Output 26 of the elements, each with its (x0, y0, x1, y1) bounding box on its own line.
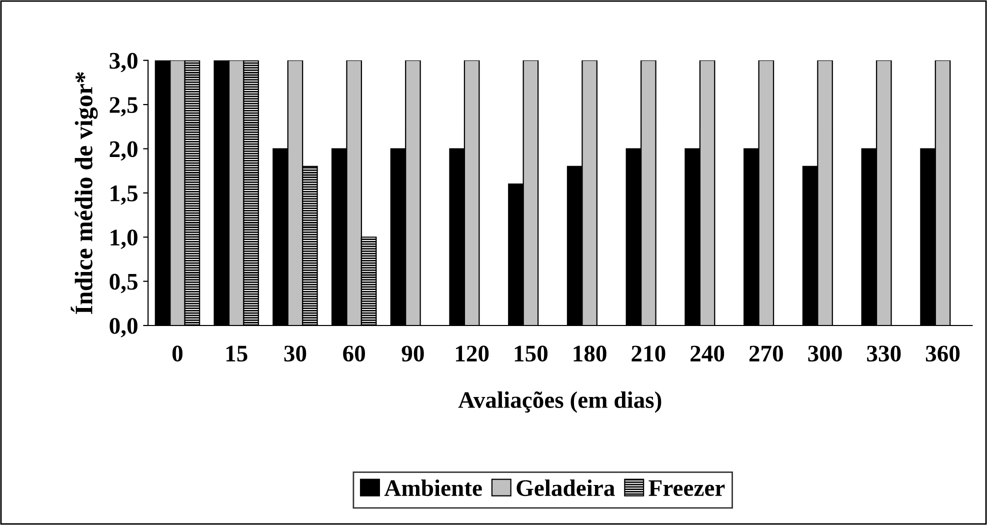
legend-label: Geladeira (516, 479, 615, 496)
y-tick-label: 2,0 (110, 141, 138, 161)
x-tick-label: 150 (514, 346, 548, 362)
x-tick-label: 360 (926, 346, 960, 362)
x-tick-label: 15 (226, 346, 248, 362)
legend-label: Ambiente (384, 479, 482, 496)
x-tick-label: 240 (690, 346, 724, 362)
y-tick-label: 0,0 (110, 318, 138, 338)
y-axis-title: Índice médio de vigor* (70, 72, 98, 314)
y-tick-label: 0,5 (110, 274, 138, 294)
y-tick-label: 1,0 (110, 230, 138, 249)
x-tick-label: 180 (574, 346, 606, 362)
x-tick-label: 0 (172, 346, 182, 362)
x-tick-label: 330 (867, 346, 901, 362)
x-tick-label: 120 (456, 346, 489, 362)
x-tick-label: 270 (749, 346, 783, 362)
x-tick-label: 300 (808, 346, 842, 362)
x-tick-label: 90 (402, 346, 424, 362)
y-tick-label: 3,0 (110, 52, 138, 72)
x-axis-title: Avaliações (em dias) (458, 391, 662, 413)
y-tick-label: 1,5 (110, 186, 138, 205)
legend-label: Freezer (648, 480, 725, 496)
y-tick-label: 2,5 (110, 97, 138, 116)
x-tick-label: 60 (343, 346, 365, 362)
x-tick-label: 210 (632, 346, 666, 362)
x-tick-label: 30 (284, 346, 306, 362)
